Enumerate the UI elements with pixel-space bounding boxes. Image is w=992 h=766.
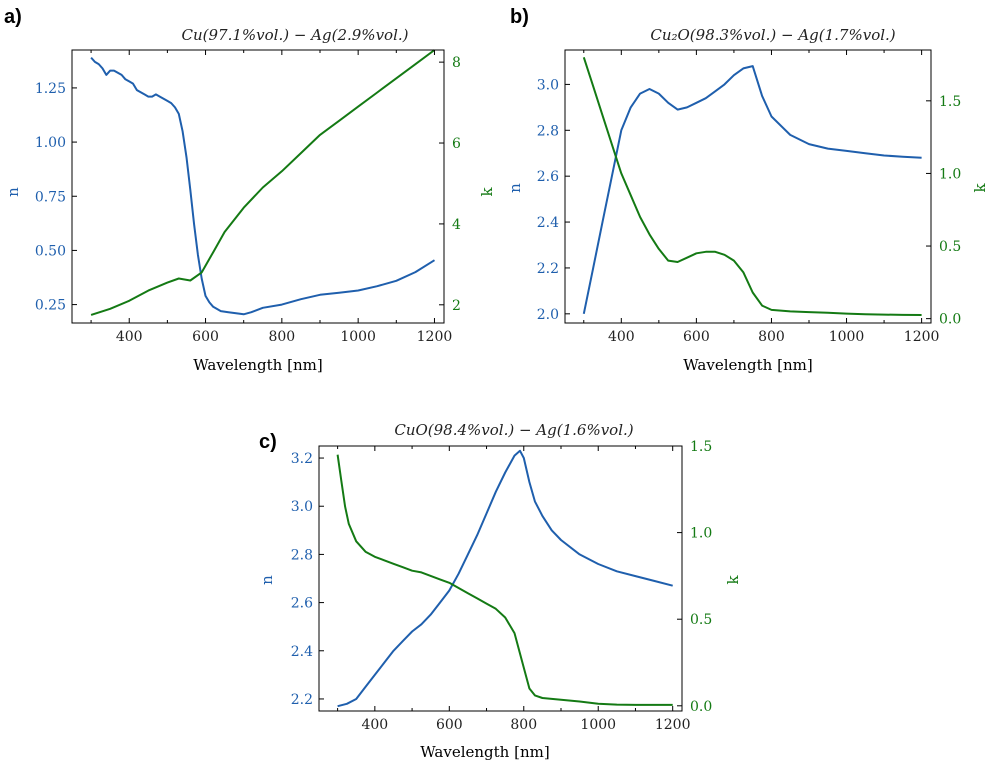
panel-b: b) Cu₂O(98.3%vol.) − Ag(1.7%vol.) Wavele… bbox=[506, 6, 989, 374]
y-tick-label-left: 2.2 bbox=[537, 261, 559, 277]
x-tick-label: 400 bbox=[608, 329, 635, 345]
y-tick-label-left: 2.0 bbox=[537, 307, 559, 323]
y-tick-label-right: 1.0 bbox=[690, 526, 712, 542]
y-tick-label-left: 1.25 bbox=[35, 81, 66, 97]
y-axis-label-left: n bbox=[4, 187, 22, 197]
series-line-n bbox=[90, 56, 436, 316]
chart-title: Cu(97.1%vol.) − Ag(2.9%vol.) bbox=[182, 26, 409, 44]
y-tick-label-left: 2.8 bbox=[537, 123, 559, 139]
y-tick-label-left: 2.6 bbox=[291, 596, 313, 612]
x-axis-label: Wavelength [nm] bbox=[193, 356, 322, 374]
y-tick-label-left: 2.4 bbox=[291, 644, 313, 660]
y-tick-label-left: 3.0 bbox=[291, 499, 313, 515]
y-tick-label-left: 0.50 bbox=[35, 243, 66, 259]
y-tick-label-right: 0.5 bbox=[690, 612, 712, 628]
y-tick-label-left: 3.2 bbox=[291, 451, 313, 467]
series-line-n bbox=[337, 449, 673, 708]
x-tick-label: 400 bbox=[116, 329, 143, 345]
x-tick-label: 600 bbox=[436, 717, 463, 733]
y-axis-label-right: k bbox=[478, 187, 496, 197]
x-axis-label: Wavelength [nm] bbox=[683, 356, 812, 374]
x-tick-label: 1200 bbox=[904, 329, 940, 345]
plot-frame bbox=[564, 49, 932, 324]
y-tick-label-right: 4 bbox=[452, 217, 461, 233]
series-line-k bbox=[336, 454, 673, 706]
y-tick-label-right: 2 bbox=[452, 298, 461, 314]
x-axis-label: Wavelength [nm] bbox=[420, 743, 549, 761]
x-tick-label: 1200 bbox=[655, 717, 691, 733]
y-tick-label-right: 8 bbox=[452, 55, 461, 71]
y-tick-label-right: 1.5 bbox=[939, 94, 961, 110]
y-axis-label-right: k bbox=[971, 183, 989, 193]
panel-label: a) bbox=[4, 6, 22, 28]
chart-title: CuO(98.4%vol.) − Ag(1.6%vol.) bbox=[394, 421, 633, 439]
y-tick-label-left: 0.25 bbox=[35, 298, 66, 314]
x-tick-label: 1000 bbox=[580, 717, 616, 733]
y-axis-label-right: k bbox=[724, 575, 742, 585]
x-tick-label: 600 bbox=[192, 329, 219, 345]
y-tick-label-left: 2.4 bbox=[537, 215, 559, 231]
y-tick-label-right: 1.5 bbox=[690, 439, 712, 455]
y-tick-label-left: 2.6 bbox=[537, 169, 559, 185]
panel-label: b) bbox=[510, 6, 529, 28]
y-tick-label-left: 2.2 bbox=[291, 692, 313, 708]
y-tick-label-right: 0.0 bbox=[939, 312, 961, 328]
x-tick-label: 400 bbox=[361, 717, 388, 733]
series-line-k bbox=[90, 49, 436, 316]
panel-label: c) bbox=[259, 431, 277, 453]
plot-frame bbox=[71, 49, 445, 324]
y-tick-label-right: 0.0 bbox=[690, 699, 712, 715]
y-tick-label-left: 1.00 bbox=[35, 135, 66, 151]
x-tick-label: 1000 bbox=[829, 329, 865, 345]
x-tick-label: 800 bbox=[268, 329, 295, 345]
y-tick-label-right: 1.0 bbox=[939, 166, 961, 182]
panel-a: a) Cu(97.1%vol.) − Ag(2.9%vol.) Waveleng… bbox=[4, 6, 496, 374]
y-tick-label-left: 0.75 bbox=[35, 189, 66, 205]
x-tick-label: 600 bbox=[683, 329, 710, 345]
series-line-k bbox=[582, 56, 922, 316]
y-axis-label-left: n bbox=[506, 183, 524, 193]
y-tick-label-left: 2.8 bbox=[291, 547, 313, 563]
y-axis-label-left: n bbox=[258, 575, 276, 585]
x-tick-label: 1000 bbox=[340, 329, 376, 345]
plot-frame bbox=[318, 445, 683, 712]
x-tick-label: 800 bbox=[758, 329, 785, 345]
y-tick-label-right: 0.5 bbox=[939, 239, 961, 255]
panel-c: c) CuO(98.4%vol.) − Ag(1.6%vol.) Wavelen… bbox=[258, 421, 742, 761]
x-tick-label: 1200 bbox=[417, 329, 453, 345]
x-tick-label: 800 bbox=[510, 717, 537, 733]
y-tick-label-right: 6 bbox=[452, 136, 461, 152]
chart-title: Cu₂O(98.3%vol.) − Ag(1.7%vol.) bbox=[650, 26, 895, 44]
series-line-n bbox=[582, 65, 922, 315]
y-tick-label-left: 3.0 bbox=[537, 77, 559, 93]
